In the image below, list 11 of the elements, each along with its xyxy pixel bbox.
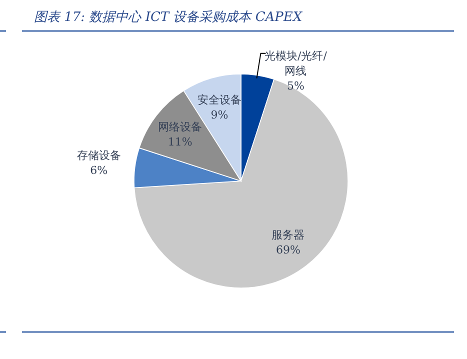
data-label: 11% (168, 135, 192, 148)
slice-label: 网络设备 (158, 120, 202, 134)
data-label: 6% (90, 164, 108, 178)
data-label: 69% (276, 243, 300, 256)
data-label: 5% (287, 79, 304, 92)
slice-label: 服务器 (272, 228, 305, 242)
slice-label: 存储设备 (76, 149, 121, 162)
slice-label: 光模块/光纤/网线 (264, 49, 328, 78)
chart-title: 图表 17: 数据中心 ICT 设备采购成本 CAPEX (34, 9, 303, 25)
slice-label: 安全设备 (198, 94, 242, 107)
data-label: 9% (210, 108, 228, 122)
